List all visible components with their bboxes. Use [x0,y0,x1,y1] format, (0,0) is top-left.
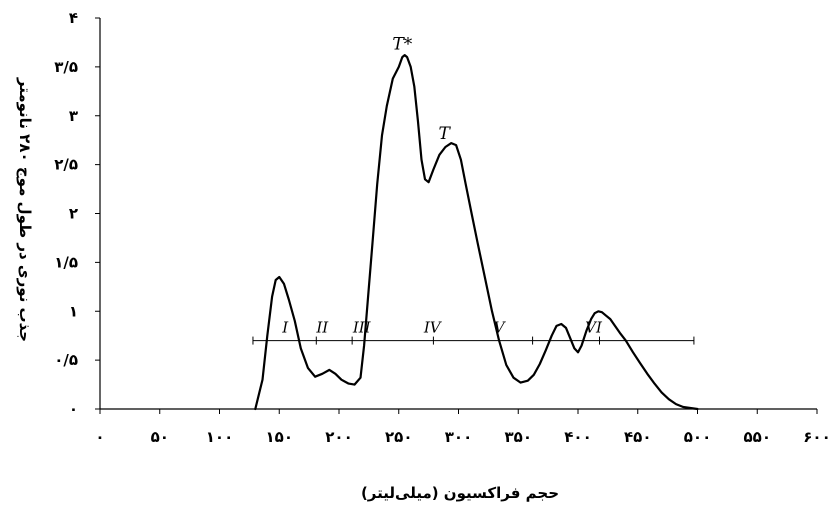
x-tick-label: ۵۵۰ [744,428,771,446]
axes [99,18,817,410]
y-tick-label: ۱ [69,302,78,320]
x-tick-label: ۴۰۰ [564,428,591,446]
x-axis-title: حجم فراکسیون (میلی‌لیتر) [361,484,559,502]
series-line [254,54,699,411]
x-tick-label: ۵۰ [151,428,169,446]
x-axis-ticks: ۰ ۵۰ ۱۰۰ ۱۵۰ ۲۰۰ ۲۵۰ ۳۰۰ ۳۵۰ ۴۰۰ ۴۵۰ ۵۰۰ ۵۵۰ ۶۰۰ [95,409,830,446]
peak-label: T* [392,34,412,54]
fraction-range-label: III [352,319,372,337]
x-tick-label: ۱۰۰ [206,428,233,446]
y-tick-label: ۰ [69,400,78,418]
fraction-range-label: IV [423,319,443,337]
peak-label: T [438,124,451,144]
y-axis-title: جذب نوری در طول موج ۲۸۰ نانومتر [16,77,34,342]
x-tick-label: ۶۰۰ [803,428,830,446]
x-tick-label: ۱۵۰ [266,428,293,446]
y-tick-label: ۳ [69,107,78,125]
y-tick-label: ۰/۵ [54,351,78,369]
x-tick-label: ۳۵۰ [505,428,532,446]
y-tick-label: ۲ [69,205,78,223]
series-group [254,54,699,411]
y-tick-label: ۲/۵ [54,156,78,174]
x-tick-label: ۵۰۰ [684,428,711,446]
fraction-range-label: I [281,319,289,337]
x-tick-label: ۲۵۰ [385,428,412,446]
fraction-ranges: I II III IV V VI [252,319,695,345]
y-tick-label: ۳/۵ [54,58,78,76]
x-tick-label: ۰ [95,428,104,446]
peak-annotations: T* T [392,34,451,144]
fraction-range-label: II [315,319,329,337]
x-tick-label: ۲۰۰ [325,428,352,446]
y-axis-ticks: ۰ ۰/۵ ۱ ۱/۵ ۲ ۲/۵ ۳ ۳/۵ ۴ [54,9,100,418]
x-tick-label: ۳۰۰ [445,428,472,446]
y-tick-label: ۱/۵ [54,253,78,271]
y-tick-label: ۴ [69,9,78,27]
x-tick-label: ۴۵۰ [624,428,651,446]
